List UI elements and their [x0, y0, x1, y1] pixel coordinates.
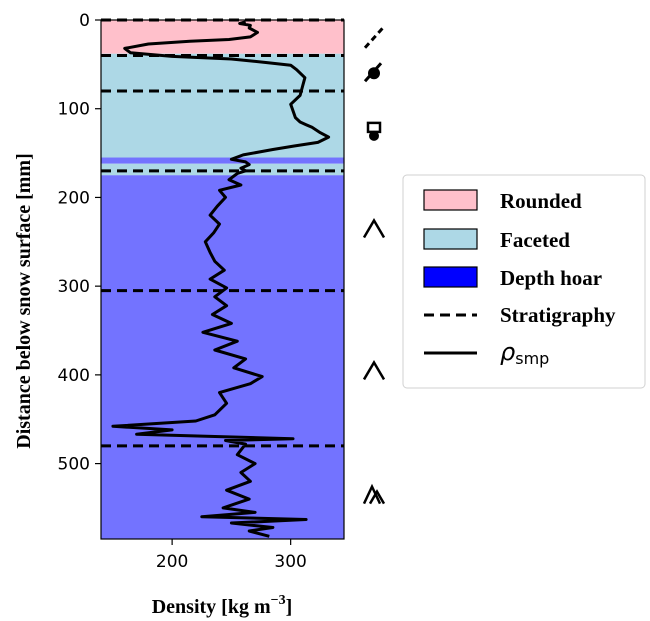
x-axis-label: Density [kg m−3]	[152, 593, 293, 618]
y-axis-ticks: 0 100 200 300 400 500	[58, 11, 101, 475]
legend-label-rounded: Rounded	[500, 189, 582, 213]
legend-swatch-rounded	[423, 189, 478, 211]
legend-label-faceted: Faceted	[500, 228, 570, 252]
x-tick-label: 300	[274, 552, 306, 572]
plot-frame	[100, 19, 345, 540]
legend-label-depth-hoar: Depth hoar	[500, 266, 602, 290]
legend-label-stratigraphy: Stratigraphy	[500, 303, 616, 327]
layer-band-rounded	[101, 20, 344, 54]
box-dot-icon	[366, 121, 382, 141]
y-tick-label: 400	[58, 366, 90, 386]
x-tick-label: 200	[156, 552, 188, 572]
slash-dash-icon	[363, 26, 385, 49]
y-tick-label: 200	[58, 188, 90, 208]
y-tick-label: 500	[58, 455, 90, 475]
layer-band-depth-hoar	[101, 175, 344, 539]
double-caret-icon	[362, 483, 386, 505]
legend: Rounded Faceted Depth hoar Stratigraphy …	[402, 174, 646, 389]
caret-icon	[362, 218, 386, 239]
caret-icon	[362, 359, 386, 381]
y-tick-label: 100	[58, 100, 90, 120]
legend-frame	[402, 174, 646, 389]
legend-label-density: ρsmp	[500, 338, 549, 368]
density-series-line	[111, 20, 331, 538]
y-tick-label: 300	[58, 277, 90, 297]
legend-swatch-depth-hoar	[423, 266, 478, 288]
dot-slash-icon	[363, 62, 383, 83]
y-tick-label: 0	[79, 11, 90, 31]
grain-symbols	[362, 26, 386, 505]
layer-band-faceted	[101, 53, 344, 158]
layer-bands	[101, 20, 344, 539]
legend-swatch-faceted	[423, 228, 478, 250]
layer-band-depth-hoar	[101, 157, 344, 164]
x-axis-ticks: 200 300	[156, 539, 307, 572]
y-axis-label: Distance below snow surface [mm]	[13, 153, 35, 449]
